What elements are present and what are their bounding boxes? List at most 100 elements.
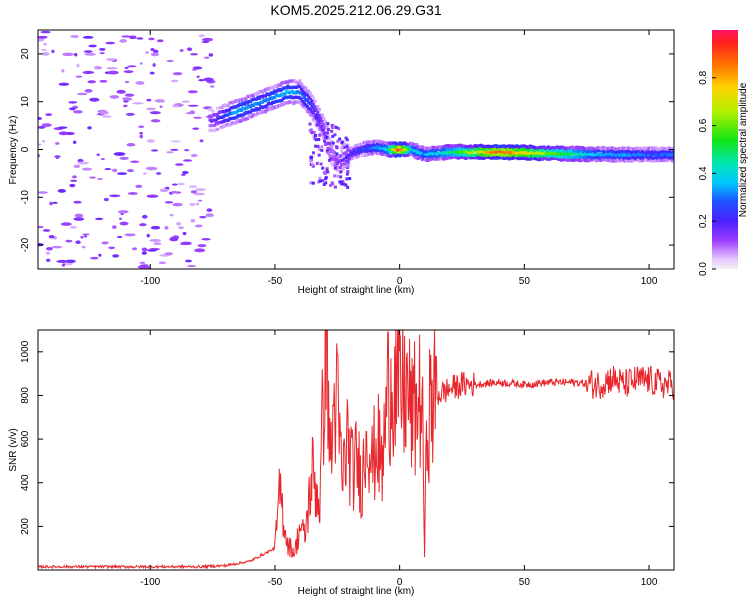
noise-blob <box>45 258 51 262</box>
ridge-cell <box>342 182 346 186</box>
ridge-cell <box>257 96 262 100</box>
ridge-cell <box>312 135 316 139</box>
ridge-cell <box>326 122 330 126</box>
ridge-cell <box>335 157 339 161</box>
noise-blob <box>186 47 193 52</box>
noise-blob <box>73 164 81 169</box>
x-tick-label: -50 <box>268 276 283 287</box>
ridge-cell <box>317 123 321 127</box>
ridge-cell <box>324 142 328 146</box>
noise-blob <box>89 97 100 102</box>
ridge-cell <box>339 170 343 174</box>
noise-blob <box>198 79 205 82</box>
noise-blob <box>150 52 160 57</box>
y-tick-label: 800 <box>20 387 31 404</box>
noise-blob <box>124 93 135 97</box>
noise-blob <box>58 82 70 86</box>
snr-panel: -100 -50 0 50 100 200 400 600 800 1000 Height of … <box>8 329 675 597</box>
noise-blob <box>51 245 63 249</box>
x-tick-label: -100 <box>140 276 160 287</box>
noise-blob <box>101 115 112 118</box>
noise-blob <box>201 40 210 44</box>
noise-blob <box>119 39 128 43</box>
noise-blob <box>127 169 134 173</box>
ridge-cell <box>215 106 220 110</box>
noise-blob <box>141 251 147 255</box>
colorbar-ticks: 0.0 0.2 0.4 0.6 0.8 <box>698 70 716 276</box>
ridge-cell <box>324 176 328 180</box>
noise-blob <box>70 34 79 39</box>
noise-blob <box>172 72 183 76</box>
ridge-cell <box>311 111 315 115</box>
noise-blob <box>194 224 203 228</box>
ridge-cell <box>343 142 347 146</box>
ridge-cell <box>321 179 325 183</box>
noise-blob <box>103 197 109 202</box>
ridge-cell <box>331 154 335 158</box>
noise-blob <box>130 160 140 164</box>
noise-blob <box>75 75 83 78</box>
ridge-cell <box>334 125 338 129</box>
ridge-cell <box>308 129 312 133</box>
ridge-cell <box>346 170 350 174</box>
noise-blob <box>138 82 144 85</box>
ridge-cell <box>329 157 333 161</box>
ridge-cell <box>340 146 344 150</box>
ridge-cell <box>379 142 383 147</box>
ridge-cell <box>310 162 314 166</box>
ridge-cell <box>332 157 336 161</box>
noise-blob <box>38 143 42 146</box>
noise-blob <box>141 247 148 252</box>
x-tick-label: 50 <box>519 577 531 588</box>
noise-blob <box>146 194 159 198</box>
ridge-cell <box>263 110 268 114</box>
noise-blob <box>123 104 128 108</box>
noise-blob <box>52 201 58 204</box>
noise-blob <box>183 159 193 162</box>
ridge-cell <box>308 107 312 111</box>
noise-blob <box>76 63 80 68</box>
ridge-cell <box>316 105 320 109</box>
noise-blob <box>179 49 184 53</box>
noise-blob <box>152 63 156 67</box>
ridge-cell <box>322 183 326 187</box>
ridge-cell <box>333 185 337 189</box>
noise-blob <box>198 34 206 38</box>
noise-blob <box>65 239 73 243</box>
colorbar-tick-label: 0.2 <box>698 214 709 228</box>
noise-blob <box>139 131 143 135</box>
ridge-cell <box>336 139 340 143</box>
noise-blob <box>112 168 118 173</box>
noise-blob <box>195 202 200 206</box>
noise-blob <box>40 30 51 34</box>
ridge-cell <box>323 120 327 124</box>
ridge-cell <box>248 99 253 104</box>
snr-series <box>38 330 674 570</box>
ridge-cell <box>334 155 338 159</box>
ridge-cell <box>325 135 329 139</box>
ridge-cell <box>420 148 425 152</box>
noise-blob <box>83 235 88 238</box>
noise-blob <box>190 218 196 223</box>
ridge-cell <box>316 110 320 114</box>
noise-blob <box>113 152 126 156</box>
noise-blob <box>154 99 165 103</box>
ridge-cell <box>301 84 305 88</box>
ridge-cell <box>332 125 336 129</box>
ridge-cell <box>345 162 349 166</box>
noise-blob <box>38 154 41 158</box>
ridge-cell <box>310 131 314 135</box>
ridge-cell <box>347 156 351 160</box>
noise-blob <box>101 241 109 245</box>
ridge-cell <box>322 125 326 129</box>
ridge-cell <box>420 154 425 158</box>
ridge-cell <box>340 149 344 153</box>
ridge-cell <box>319 126 323 130</box>
noise-blob <box>124 233 136 237</box>
noise-blob <box>164 252 173 256</box>
noise-blob <box>89 176 96 179</box>
ridge-cell <box>434 149 438 153</box>
ridge-cell <box>341 154 345 158</box>
noise-blob <box>123 100 129 103</box>
